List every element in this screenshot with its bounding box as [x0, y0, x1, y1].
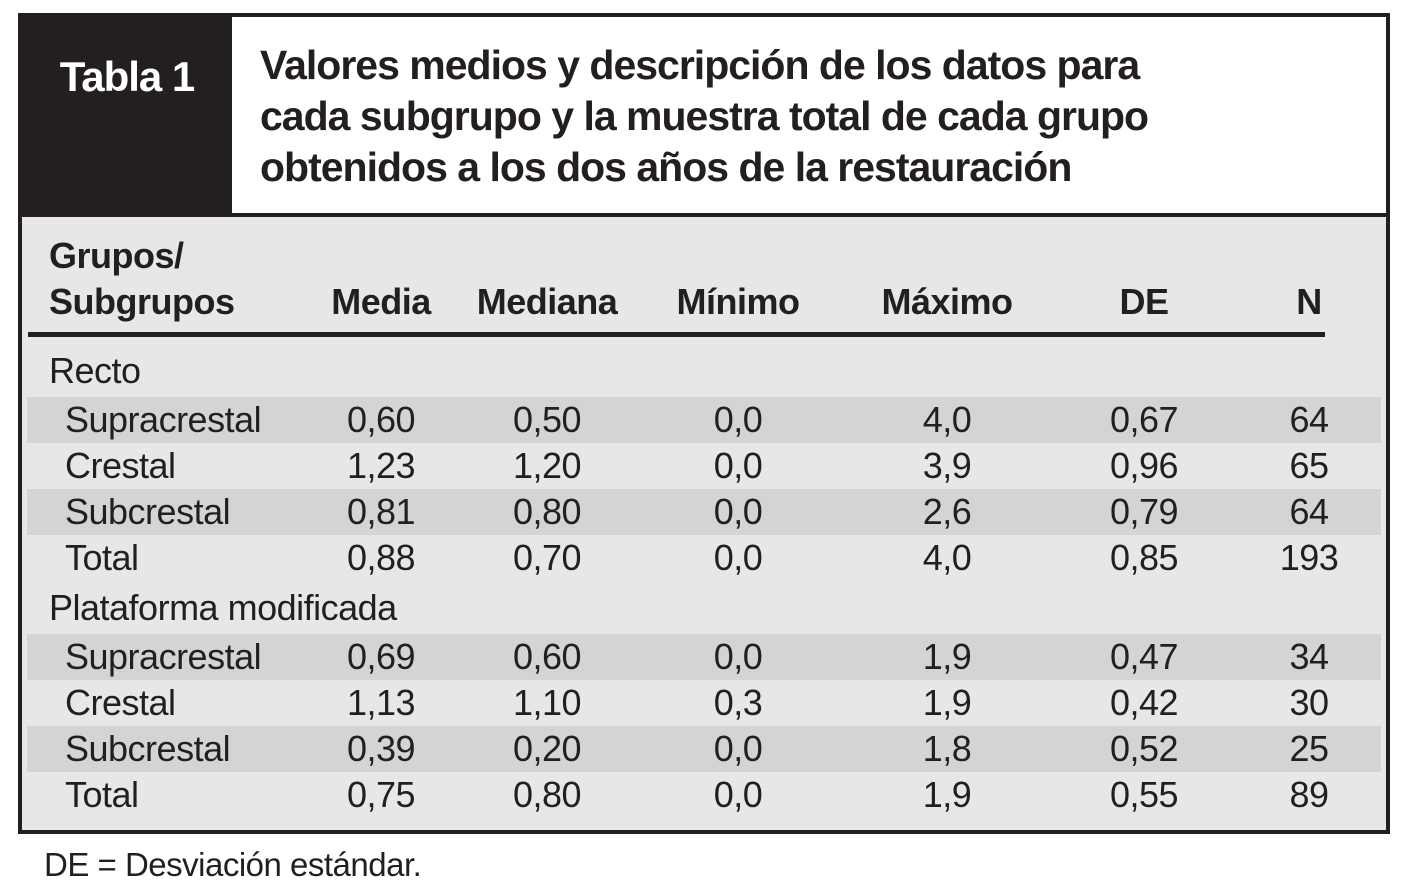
group-row-plataforma: Plataforma modificada [27, 581, 1381, 634]
group-label: Recto [49, 349, 141, 391]
row-label: Subcrestal [65, 491, 231, 532]
column-header-maximo: Máximo [881, 281, 1013, 322]
cell-de: 0,47 [1109, 636, 1179, 677]
row-label: Subcrestal [65, 728, 231, 769]
cell-n: 30 [1289, 682, 1329, 723]
cell-maximo: 2,6 [922, 491, 972, 532]
cell-minimo: 0,0 [713, 728, 763, 769]
cell-mediana: 0,70 [512, 537, 582, 578]
cell-media: 1,23 [346, 445, 416, 486]
cell-media: 0,69 [346, 636, 416, 677]
cell-maximo: 1,9 [922, 774, 972, 815]
table-figure: Tabla 1 Valores medios y descripción de … [18, 13, 1390, 834]
cell-de: 0,52 [1109, 728, 1179, 769]
cell-n: 193 [1279, 537, 1339, 578]
column-header-de: DE [1119, 281, 1169, 322]
cell-maximo: 1,9 [922, 636, 972, 677]
cell-minimo: 0,0 [713, 537, 763, 578]
group-row-recto: Recto [27, 344, 1381, 397]
cell-minimo: 0,0 [713, 445, 763, 486]
header-row-line2: Subgrupos Media Mediana Mínimo Máximo DE… [27, 277, 1381, 323]
table-row: Subcrestal 0,39 0,20 0,0 1,8 0,52 25 [27, 726, 1381, 772]
cell-n: 64 [1289, 399, 1329, 440]
row-label: Total [65, 774, 139, 815]
cell-minimo: 0,0 [713, 491, 763, 532]
column-header-minimo: Mínimo [676, 281, 800, 322]
cell-media: 0,75 [346, 774, 416, 815]
cell-mediana: 1,10 [512, 682, 582, 723]
header-spacer [301, 227, 1381, 277]
cell-n: 34 [1289, 636, 1329, 677]
cell-n: 89 [1289, 774, 1329, 815]
cell-mediana: 0,80 [512, 774, 582, 815]
cell-n: 65 [1289, 445, 1329, 486]
table-row: Total 0,75 0,80 0,0 1,9 0,55 89 [27, 772, 1381, 818]
title-line: Valores medios y descripción de los dato… [260, 42, 1140, 88]
title-line: obtenidos a los dos años de la restaurac… [260, 144, 1072, 190]
cell-mediana: 0,50 [512, 399, 582, 440]
title-line: cada subgrupo y la muestra total de cada… [260, 93, 1149, 139]
column-header-media: Media [331, 281, 431, 322]
row-label: Crestal [65, 682, 176, 723]
row-label: Crestal [65, 445, 176, 486]
cell-n: 25 [1289, 728, 1329, 769]
table-row: Crestal 1,23 1,20 0,0 3,9 0,96 65 [27, 443, 1381, 489]
cell-mediana: 0,20 [512, 728, 582, 769]
column-header-mediana: Mediana [476, 281, 618, 322]
column-header-grupos: Grupos/ [49, 235, 184, 276]
cell-media: 1,13 [346, 682, 416, 723]
table-body: Grupos/ Subgrupos Media Mediana Mínimo M… [22, 213, 1386, 830]
cell-maximo: 4,0 [922, 537, 972, 578]
cell-maximo: 3,9 [922, 445, 972, 486]
cell-minimo: 0,0 [713, 636, 763, 677]
table-row: Crestal 1,13 1,10 0,3 1,9 0,42 30 [27, 680, 1381, 726]
column-header-n: N [1296, 281, 1322, 322]
group-label: Plataforma modificada [49, 586, 397, 628]
row-label: Supracrestal [65, 399, 262, 440]
cell-media: 0,81 [346, 491, 416, 532]
footnote: DE = Desviación estándar. [44, 846, 422, 883]
header-row-line1: Grupos/ [27, 227, 1381, 277]
cell-mediana: 0,80 [512, 491, 582, 532]
row-label: Supracrestal [65, 636, 262, 677]
cell-mediana: 1,20 [512, 445, 582, 486]
cell-media: 0,88 [346, 537, 416, 578]
cell-de: 0,79 [1109, 491, 1179, 532]
cell-mediana: 0,60 [512, 636, 582, 677]
table-title: Valores medios y descripción de los dato… [240, 17, 1386, 213]
table-number-tag: Tabla 1 [22, 17, 232, 213]
cell-de: 0,85 [1109, 537, 1179, 578]
cell-minimo: 0,0 [713, 774, 763, 815]
cell-media: 0,39 [346, 728, 416, 769]
cell-minimo: 0,0 [713, 399, 763, 440]
row-label: Total [65, 537, 139, 578]
column-header-subgrupos: Subgrupos [49, 281, 235, 322]
cell-maximo: 4,0 [922, 399, 972, 440]
cell-de: 0,55 [1109, 774, 1179, 815]
table-row: Subcrestal 0,81 0,80 0,0 2,6 0,79 64 [27, 489, 1381, 535]
table-row: Supracrestal 0,69 0,60 0,0 1,9 0,47 34 [27, 634, 1381, 680]
header-rule [28, 332, 1325, 337]
cell-media: 0,60 [346, 399, 416, 440]
cell-de: 0,42 [1109, 682, 1179, 723]
data-table: Grupos/ Subgrupos Media Mediana Mínimo M… [27, 227, 1381, 818]
cell-de: 0,67 [1109, 399, 1179, 440]
table-row: Supracrestal 0,60 0,50 0,0 4,0 0,67 64 [27, 397, 1381, 443]
table-row: Total 0,88 0,70 0,0 4,0 0,85 193 [27, 535, 1381, 581]
header-rule-row [27, 323, 1381, 344]
cell-n: 64 [1289, 491, 1329, 532]
cell-minimo: 0,3 [713, 682, 763, 723]
cell-de: 0,96 [1109, 445, 1179, 486]
table-banner: Tabla 1 Valores medios y descripción de … [22, 17, 1386, 213]
cell-maximo: 1,9 [922, 682, 972, 723]
cell-maximo: 1,8 [922, 728, 972, 769]
